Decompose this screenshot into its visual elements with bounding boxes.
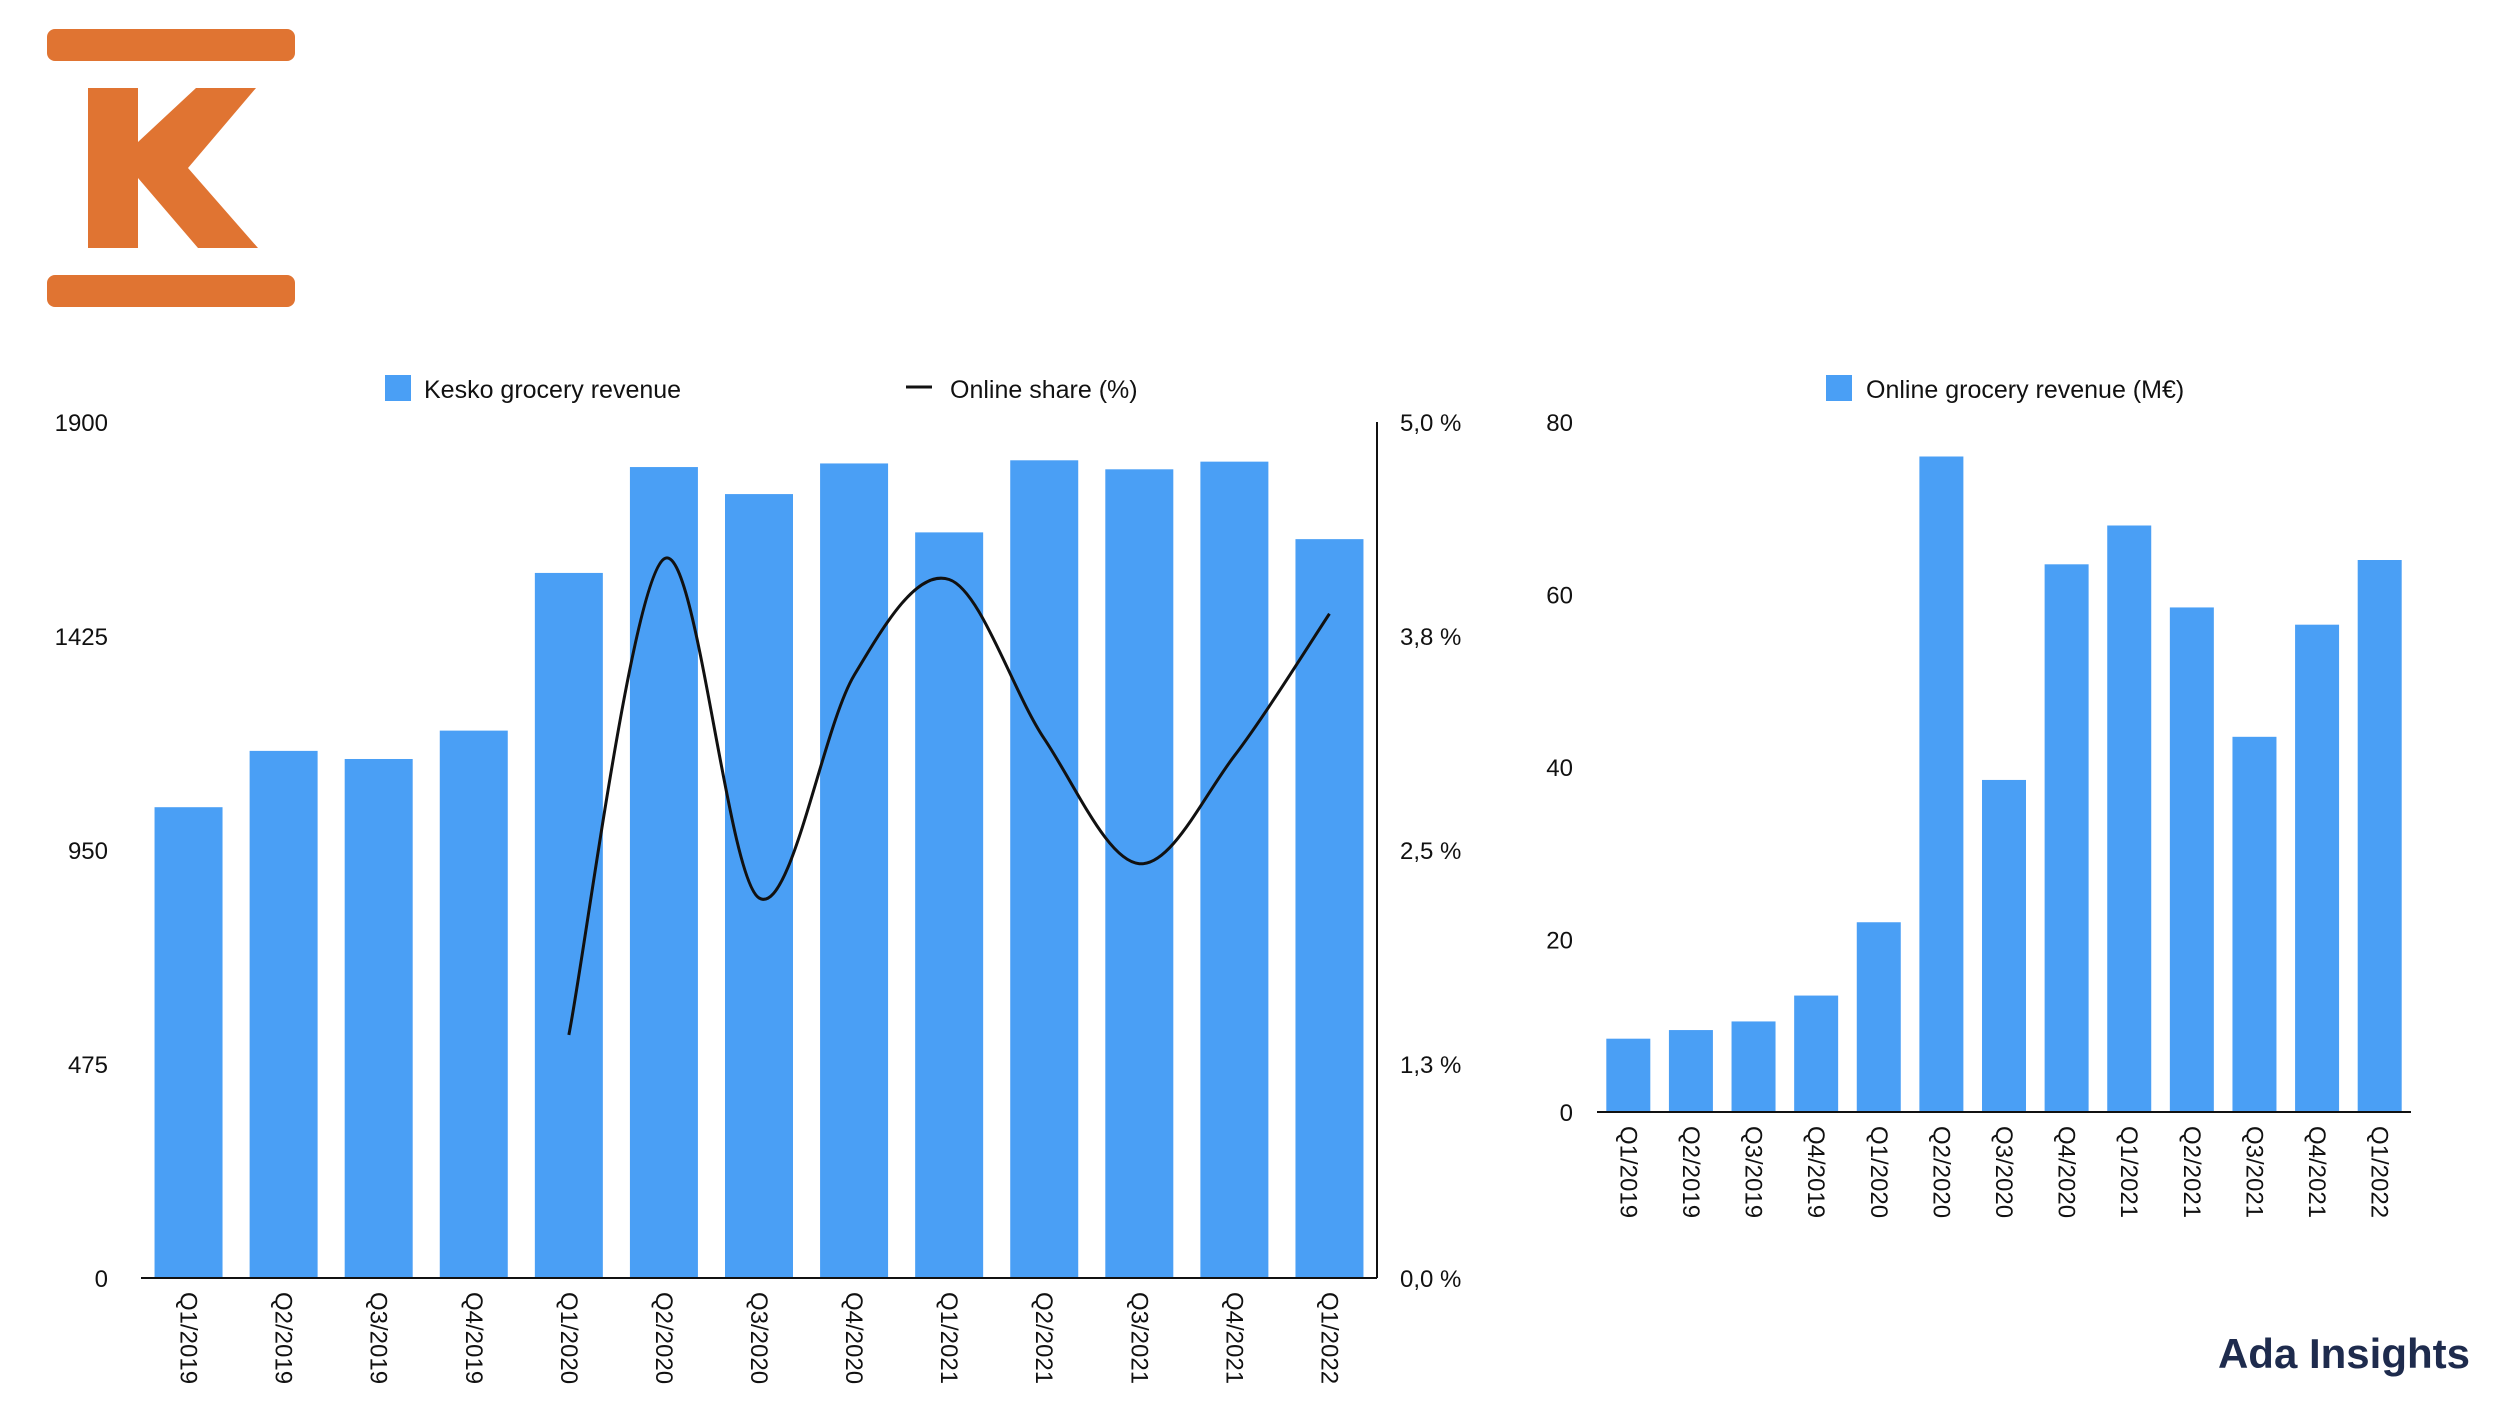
- bar-kesko-revenue: [1010, 460, 1079, 1278]
- bar-kesko-revenue: [344, 758, 413, 1278]
- y-right-tick-label: 1,3 %: [1400, 1052, 1461, 1079]
- bar-kesko-revenue: [725, 494, 793, 1278]
- legend-label-online-revenue: Online grocery revenue (M€): [1866, 376, 2184, 404]
- x-tick-label: Q1/2020: [555, 1292, 582, 1384]
- bar-online-revenue: [1919, 456, 1964, 1112]
- x-tick-label: Q4/2021: [2303, 1126, 2330, 1218]
- x-tick-label: Q3/2020: [745, 1292, 772, 1384]
- kesko-revenue-chart: 0 475 950 1425 1900 0,0 % 1,3 % 2,5 % 3,8 % 5,0 %…: [55, 375, 1461, 1384]
- x-tick-label: Q4/2020: [840, 1292, 867, 1384]
- bar-kesko-revenue: [439, 730, 508, 1278]
- y-right-tick-label: 3,8 %: [1400, 624, 1461, 651]
- y-left-tick-label: 950: [68, 838, 108, 865]
- y-left-tick-label: 475: [68, 1052, 108, 1079]
- bar-kesko-revenue: [915, 532, 984, 1278]
- x-tick-label: Q3/2019: [1740, 1126, 1767, 1218]
- bar-kesko-revenue: [249, 750, 318, 1278]
- x-tick-label: Q2/2021: [1030, 1292, 1057, 1384]
- x-tick-label: Q1/2022: [2366, 1126, 2393, 1218]
- bar-online-revenue: [1606, 1038, 1651, 1112]
- bar-online-revenue: [2044, 564, 2089, 1112]
- x-tick-label: Q2/2021: [2178, 1126, 2205, 1218]
- x-tick-label: Q3/2021: [1125, 1292, 1152, 1384]
- logo-bottom-bar: [47, 275, 295, 307]
- online-revenue-chart: 0 20 40 60 80 Q1/2019 Q2/2019 Q3/2019 Q4/2019 Q1/…: [1546, 375, 2411, 1218]
- logo-k-letter: [88, 88, 258, 248]
- bar-kesko-revenue: [1105, 469, 1174, 1278]
- bar-online-revenue: [2357, 560, 2402, 1112]
- x-tick-label: Q4/2021: [1220, 1292, 1247, 1384]
- x-tick-label: Q3/2020: [1990, 1126, 2017, 1218]
- x-tick-label: Q2/2020: [650, 1292, 677, 1384]
- bar-online-revenue: [2295, 624, 2340, 1112]
- y-right-tick-label: 5,0 %: [1400, 410, 1461, 437]
- bar-online-revenue: [2169, 607, 2214, 1112]
- logo-top-bar: [47, 29, 295, 61]
- x-tick-label: Q1/2021: [935, 1292, 962, 1384]
- bar-kesko-revenue: [1295, 539, 1364, 1278]
- bar-kesko-revenue: [534, 572, 603, 1278]
- x-tick-label: Q4/2019: [460, 1292, 487, 1384]
- x-tick-label: Q2/2019: [270, 1292, 297, 1384]
- x-tick-label: Q4/2020: [2053, 1126, 2080, 1218]
- x-tick-label: Q1/2021: [2115, 1126, 2142, 1218]
- y-right-tick-label: 0,0 %: [1400, 1266, 1461, 1293]
- bar-online-revenue: [1794, 995, 1839, 1112]
- bar-online-revenue: [1731, 1021, 1776, 1112]
- x-tick-label: Q4/2019: [1802, 1126, 1829, 1218]
- y-tick-label: 20: [1546, 928, 1573, 955]
- x-tick-label: Q2/2020: [1927, 1126, 1954, 1218]
- y-tick-label: 40: [1546, 755, 1573, 782]
- bar-kesko-revenue: [820, 463, 889, 1278]
- legend-swatch-online-revenue: [1826, 375, 1852, 401]
- x-tick-label: Q2/2019: [1677, 1126, 1704, 1218]
- y-tick-label: 60: [1546, 583, 1573, 610]
- x-tick-label: Q3/2019: [365, 1292, 392, 1384]
- x-tick-label: Q3/2021: [2240, 1126, 2267, 1218]
- bar-online-revenue: [2107, 525, 2152, 1112]
- x-tick-label: Q1/2019: [175, 1292, 202, 1384]
- y-right-tick-label: 2,5 %: [1400, 838, 1461, 865]
- y-left-tick-label: 0: [95, 1266, 108, 1293]
- y-tick-label: 80: [1546, 410, 1573, 437]
- y-left-tick-label: 1900: [55, 410, 108, 437]
- y-left-tick-label: 1425: [55, 624, 108, 651]
- bar-kesko-revenue: [1200, 461, 1269, 1278]
- line-online-share: [567, 556, 1331, 1036]
- bar-online-revenue: [1856, 922, 1901, 1112]
- legend-label-kesko-revenue: Kesko grocery revenue: [424, 376, 681, 404]
- bar-online-revenue: [2232, 736, 2277, 1112]
- bar-online-revenue: [1668, 1030, 1713, 1112]
- legend-swatch-kesko-revenue: [385, 375, 411, 401]
- x-tick-label: Q1/2022: [1315, 1292, 1342, 1384]
- brand-watermark: Ada Insights: [2218, 1330, 2470, 1377]
- bar-kesko-revenue: [154, 807, 223, 1278]
- x-tick-label: Q1/2020: [1865, 1126, 1892, 1218]
- y-tick-label: 0: [1560, 1100, 1573, 1127]
- x-tick-label: Q1/2019: [1614, 1126, 1641, 1218]
- bar-kesko-revenue: [629, 467, 698, 1279]
- kesko-logo: [47, 29, 295, 307]
- bar-online-revenue: [1982, 779, 2026, 1112]
- legend-label-online-share: Online share (%): [950, 376, 1138, 404]
